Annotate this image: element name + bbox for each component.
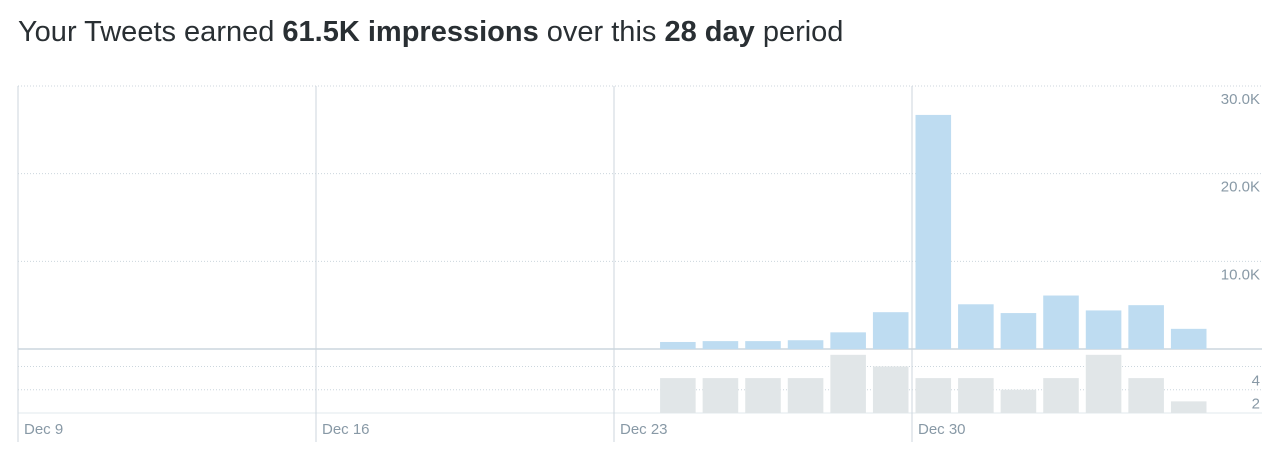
bar [1128, 305, 1164, 349]
bar [872, 312, 909, 349]
y2-tick-label: 4 [1252, 372, 1260, 389]
bar [745, 341, 781, 349]
bar [915, 378, 952, 413]
bar [660, 378, 696, 413]
bar [1085, 310, 1122, 349]
bar [830, 354, 866, 413]
bar [787, 378, 824, 413]
bar [830, 332, 866, 349]
bar [702, 341, 739, 349]
x-tick-label: Dec 30 [918, 421, 966, 438]
headline-text: period [762, 16, 844, 48]
bar [1000, 389, 1037, 413]
headline-impressions: 61.5K impressions [282, 16, 539, 48]
y-tick-label: 20.0K [1221, 179, 1260, 196]
bar [872, 366, 909, 413]
bar [1128, 378, 1164, 413]
bar [745, 378, 781, 413]
y2-tick-label: 2 [1252, 396, 1260, 413]
bar [1170, 328, 1207, 349]
x-tick-label: Dec 16 [322, 421, 370, 438]
bar [958, 378, 994, 413]
bar [787, 340, 824, 349]
bar [1170, 401, 1207, 413]
bar [1000, 313, 1037, 349]
headline: Your Tweets earned 61.5K impressions ove… [18, 16, 843, 49]
bar [1085, 354, 1122, 413]
headline-text: over this [546, 16, 657, 48]
headline-period: 28 day [664, 16, 755, 48]
y-tick-label: 10.0K [1221, 266, 1260, 283]
bar [1043, 295, 1079, 349]
y-tick-label: 30.0K [1221, 91, 1260, 108]
bar [1043, 378, 1079, 413]
headline-text: Your Tweets earned [18, 16, 275, 48]
bar [702, 378, 739, 413]
x-tick-label: Dec 23 [620, 421, 668, 438]
bar [660, 341, 696, 349]
x-tick-label: Dec 9 [24, 421, 63, 438]
bar [915, 114, 952, 350]
bar [958, 304, 994, 349]
